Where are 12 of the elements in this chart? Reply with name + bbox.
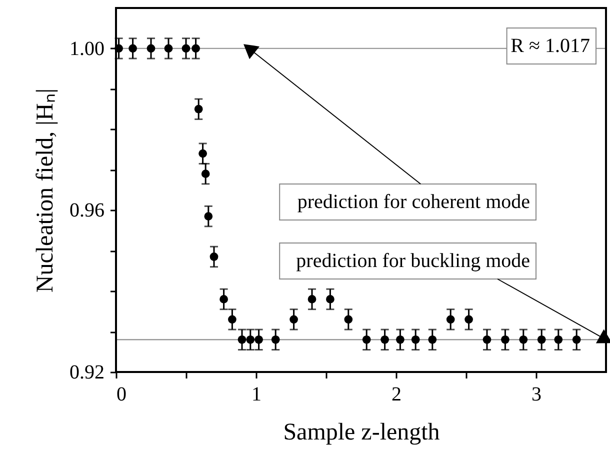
y-tick-label: 0.92 [70, 362, 104, 384]
x-tick-label: 2 [392, 384, 402, 406]
annotation: prediction for buckling mode [296, 250, 530, 272]
annotation: R ≈ 1.017 [510, 35, 590, 57]
y-axis-title: Nucleation field, |Hₙ| [32, 88, 58, 293]
y-tick-label: 0.96 [70, 200, 104, 222]
x-axis-title: Sample z-length [283, 420, 440, 446]
annotation: prediction for coherent mode [297, 191, 530, 213]
y-tick-label: 1.00 [70, 38, 104, 60]
x-tick-label: 0 [116, 384, 126, 406]
x-tick-label: 3 [532, 384, 542, 406]
x-tick-label: 1 [252, 384, 262, 406]
